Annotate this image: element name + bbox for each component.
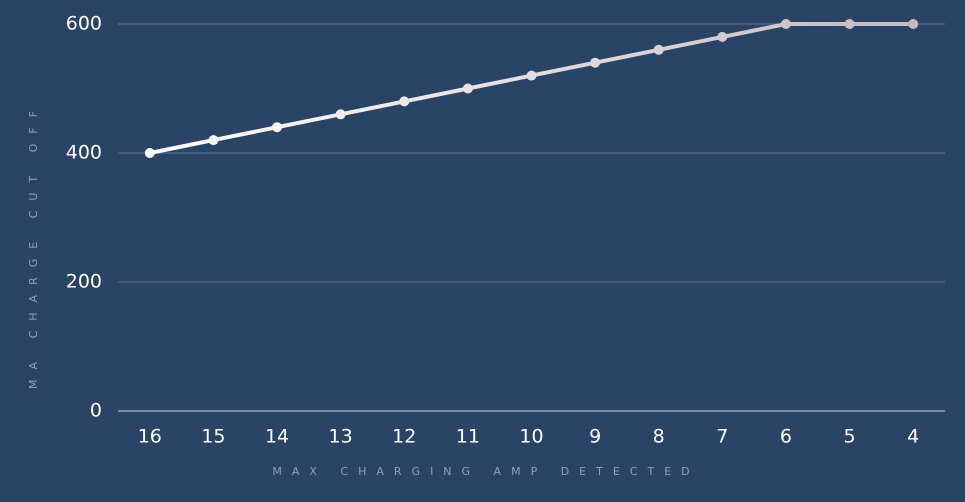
point [208,135,219,146]
point [908,19,919,29]
y-tick-label: 200 [66,271,102,293]
point [590,57,601,68]
x-tick-label: 14 [265,426,289,448]
x-tick-label: 12 [392,426,416,448]
y-tick-label: 600 [66,13,102,35]
x-tick-label: 10 [519,426,543,448]
x-tick-label: 11 [456,426,480,448]
y-tick-label: 0 [90,400,102,422]
point [653,44,664,55]
x-tick-label: 4 [907,426,919,448]
x-tick-label: 8 [653,426,665,448]
point [462,83,473,94]
point [844,19,855,29]
point [272,122,283,133]
x-tick-label: 9 [589,426,601,448]
x-axis-title: MAX CHARGING AMP DETECTED [272,465,699,478]
y-tick-label: 400 [66,142,102,164]
x-tick-label: 5 [844,426,856,448]
x-tick-label: 15 [201,426,225,448]
x-tick-label: 6 [780,426,792,448]
point [335,109,346,120]
x-tick-label: 13 [329,426,353,448]
point [399,96,410,107]
point [526,70,537,81]
x-tick-label: 16 [138,426,162,448]
point [717,31,728,42]
point [780,19,791,29]
point [144,148,155,158]
x-tick-label: 7 [716,426,728,448]
y-axis-title: MA CHARGE CUT OFF [27,101,40,389]
